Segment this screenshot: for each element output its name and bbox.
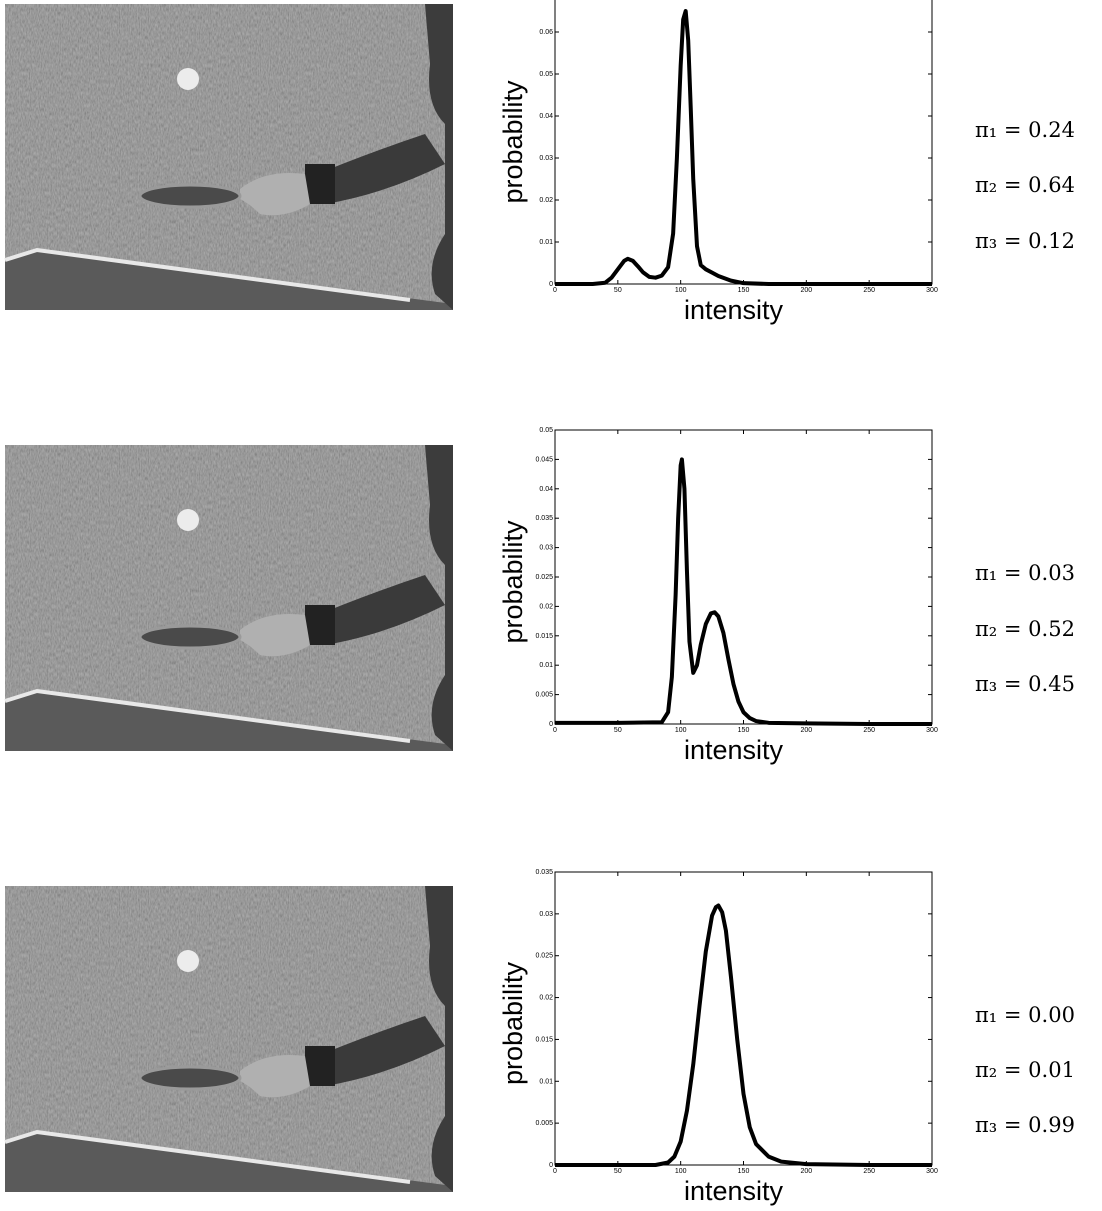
x-tick-label: 0 [553, 287, 557, 294]
y-tick-label: 0.045 [535, 456, 553, 463]
video-frame [5, 886, 453, 1192]
y-tick-label: 0.035 [535, 869, 553, 876]
x-tick-label: 300 [926, 1168, 938, 1175]
x-axis-label: intensity [684, 735, 784, 765]
x-axis-label: intensity [684, 1176, 784, 1206]
mixture-weight: π₂ = 0.64 [975, 173, 1075, 197]
x-tick-label: 0 [553, 727, 557, 734]
y-tick-label: 0.05 [539, 71, 553, 78]
x-tick-label: 200 [800, 727, 812, 734]
plot-frame [554, 0, 933, 285]
y-axis-label: probability [498, 961, 528, 1085]
mixture-weight: π₃ = 0.99 [975, 1113, 1075, 1137]
mixture-weight: π₁ = 0.00 [975, 1003, 1075, 1027]
plot-frame [554, 429, 933, 725]
mixture-weight: π₃ = 0.45 [975, 672, 1075, 696]
y-tick-label: 0.015 [535, 1036, 553, 1043]
x-tick-label: 250 [863, 727, 875, 734]
mixture-weight: π₃ = 0.12 [975, 229, 1075, 253]
mixture-weight: π₁ = 0.03 [975, 561, 1075, 585]
x-tick-label: 100 [675, 727, 687, 734]
y-tick-label: 0.005 [535, 1120, 553, 1127]
y-tick-label: 0.025 [535, 953, 553, 960]
y-tick-label: 0.03 [539, 155, 553, 162]
x-tick-label: 300 [926, 727, 938, 734]
y-tick-label: 0.025 [535, 574, 553, 581]
y-tick-label: 0.02 [539, 603, 553, 610]
y-axis-label: probability [498, 520, 528, 644]
x-tick-label: 0 [553, 1168, 557, 1175]
x-tick-label: 100 [675, 1168, 687, 1175]
y-tick-label: 0 [549, 1162, 553, 1169]
x-tick-label: 50 [614, 727, 622, 734]
x-tick-label: 250 [863, 1168, 875, 1175]
plot-frame [554, 871, 933, 1166]
x-tick-label: 150 [738, 727, 750, 734]
y-tick-label: 0.03 [539, 911, 553, 918]
y-tick-label: 0.06 [539, 29, 553, 36]
video-frame [5, 445, 453, 751]
y-tick-label: 0.01 [539, 1078, 553, 1085]
x-tick-label: 150 [738, 287, 750, 294]
y-tick-label: 0 [549, 281, 553, 288]
x-tick-label: 100 [675, 287, 687, 294]
y-tick-label: 0.04 [539, 113, 553, 120]
mixture-weight: π₁ = 0.24 [975, 118, 1075, 142]
video-frame [5, 4, 453, 310]
y-tick-label: 0.02 [539, 995, 553, 1002]
x-tick-label: 50 [614, 287, 622, 294]
y-tick-label: 0.05 [539, 427, 553, 434]
x-axis-label: intensity [684, 295, 784, 325]
x-tick-label: 150 [738, 1168, 750, 1175]
y-tick-label: 0.04 [539, 486, 553, 493]
data-line [555, 903, 932, 1167]
mixture-weight: π₂ = 0.52 [975, 617, 1075, 641]
y-tick-label: 0.035 [535, 515, 553, 522]
y-tick-label: 0.02 [539, 197, 553, 204]
y-tick-label: 0 [549, 721, 553, 728]
y-tick-label: 0.03 [539, 545, 553, 552]
y-tick-label: 0.015 [535, 633, 553, 640]
y-tick-label: 0.01 [539, 662, 553, 669]
x-tick-label: 300 [926, 287, 938, 294]
y-tick-label: 0.01 [539, 239, 553, 246]
x-tick-label: 50 [614, 1168, 622, 1175]
x-tick-label: 250 [863, 287, 875, 294]
data-line [555, 9, 932, 286]
x-tick-label: 200 [800, 1168, 812, 1175]
x-tick-label: 200 [800, 287, 812, 294]
data-line [555, 457, 932, 726]
y-axis-label: probability [498, 80, 528, 204]
y-tick-label: 0.005 [535, 692, 553, 699]
mixture-weight: π₂ = 0.01 [975, 1058, 1075, 1082]
